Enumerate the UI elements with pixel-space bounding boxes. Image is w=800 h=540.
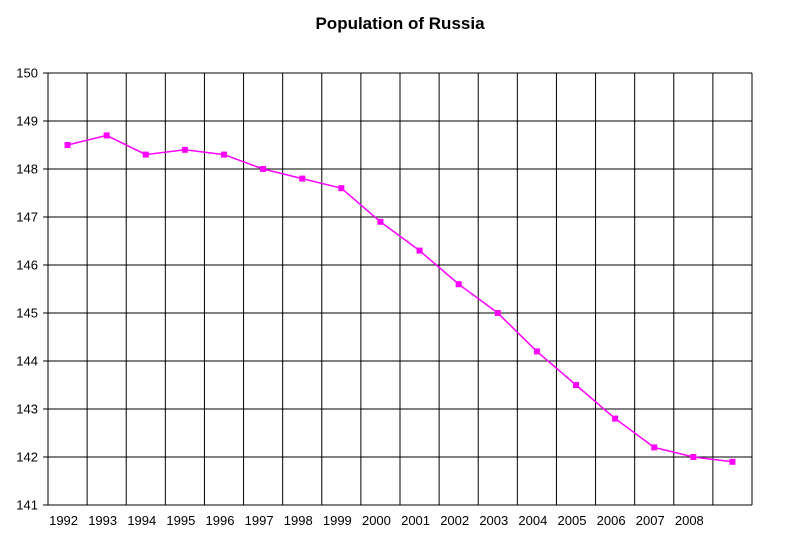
gridlines — [47, 72, 753, 506]
data-point-marker — [651, 444, 658, 451]
x-tick-label: 1997 — [245, 513, 274, 528]
y-tick-label: 147 — [16, 210, 38, 225]
x-tick-label: 1994 — [127, 513, 156, 528]
x-tick-label: 2004 — [518, 513, 547, 528]
x-tick-label: 2006 — [597, 513, 626, 528]
y-tick-label: 149 — [16, 114, 38, 129]
series-layer — [64, 132, 736, 465]
x-tick-label: 2005 — [558, 513, 587, 528]
data-point-marker — [377, 218, 384, 225]
data-point-marker — [612, 415, 619, 422]
y-tick-label: 145 — [16, 306, 38, 321]
y-tick-label: 142 — [16, 450, 38, 465]
data-point-marker — [533, 348, 540, 355]
data-point-marker — [260, 166, 267, 172]
data-point-marker — [494, 310, 501, 316]
data-point-marker — [181, 146, 188, 153]
y-tick-label: 144 — [16, 354, 38, 369]
x-tick-label: 1992 — [49, 513, 78, 528]
data-point-marker — [299, 175, 306, 182]
y-tick-label: 150 — [16, 66, 38, 81]
x-tick-label: 1993 — [88, 513, 117, 528]
axes — [43, 72, 752, 506]
x-tick-label: 2003 — [479, 513, 508, 528]
x-tick-label: 2002 — [440, 513, 469, 528]
data-point-marker — [103, 132, 110, 139]
x-tick-label: 2008 — [675, 513, 704, 528]
data-point-marker — [338, 185, 345, 192]
data-point-marker — [729, 458, 736, 465]
y-axis-tick-labels: 141 142 143 144 145 146 147 148 149 150 — [16, 66, 38, 513]
y-tick-label: 148 — [16, 162, 38, 177]
data-point-marker — [573, 382, 579, 388]
y-tick-label: 146 — [16, 258, 38, 273]
x-tick-label: 1995 — [166, 513, 195, 528]
x-axis-tick-labels: 1992 1993 1994 1995 1996 1997 1998 1999 2000 2001… — [49, 513, 704, 528]
y-tick-label: 141 — [16, 498, 38, 513]
x-tick-label: 2000 — [362, 513, 391, 528]
data-point-marker — [690, 454, 697, 460]
x-tick-label: 2001 — [401, 513, 430, 528]
y-tick-label: 143 — [16, 402, 38, 417]
x-tick-label: 1998 — [284, 513, 313, 528]
x-tick-label: 1999 — [323, 513, 352, 528]
data-point-marker — [455, 281, 462, 288]
data-point-marker — [221, 151, 227, 158]
x-tick-label: 2007 — [636, 513, 665, 528]
x-tick-label: 1996 — [206, 513, 235, 528]
data-point-marker — [142, 151, 149, 158]
chart-title: Population of Russia — [315, 14, 485, 33]
data-point-marker — [64, 142, 71, 148]
series-line — [67, 134, 733, 463]
data-point-marker — [416, 247, 423, 254]
